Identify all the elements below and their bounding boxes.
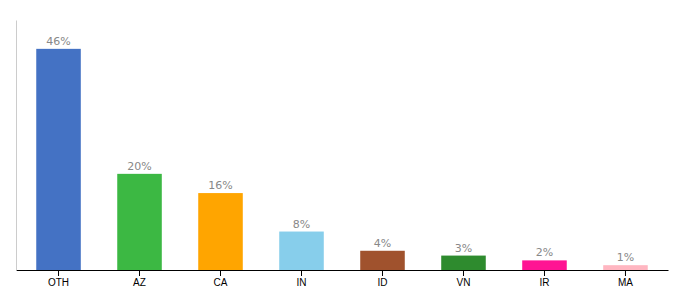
x-tick-mark — [382, 270, 383, 276]
bars — [36, 49, 648, 270]
data-label: 46% — [46, 35, 70, 48]
data-label: 1% — [617, 251, 634, 264]
x-tick-label: AZ — [133, 277, 146, 288]
bar — [522, 260, 567, 270]
x-tick: IR — [539, 270, 549, 288]
x-tick: ID — [377, 270, 387, 288]
x-tick-mark — [463, 270, 464, 276]
y-axis-line — [16, 21, 17, 271]
data-label: 16% — [208, 179, 232, 192]
data-label: 3% — [455, 242, 472, 255]
x-tick-mark — [544, 270, 545, 276]
bar — [117, 174, 162, 270]
x-tick-label: CA — [214, 277, 228, 288]
data-label: 20% — [127, 160, 151, 173]
x-tick: MA — [618, 270, 633, 288]
bar — [198, 193, 243, 270]
x-tick: VN — [457, 270, 471, 288]
data-label: 2% — [536, 246, 553, 259]
bar — [441, 256, 486, 270]
bar — [360, 251, 405, 270]
x-tick: CA — [214, 270, 228, 288]
x-tick-mark — [301, 270, 302, 276]
x-tick-mark — [625, 270, 626, 276]
bar — [279, 232, 324, 270]
x-tick-mark — [139, 270, 140, 276]
x-tick: IN — [297, 270, 307, 288]
x-tick: AZ — [133, 270, 146, 288]
data-label: 8% — [293, 218, 310, 231]
x-axis-line — [17, 270, 669, 271]
x-tick-label: IN — [297, 277, 307, 288]
x-tick-label: VN — [457, 277, 471, 288]
x-tick-mark — [58, 270, 59, 276]
data-label: 4% — [374, 237, 391, 250]
y-axis — [16, 21, 17, 271]
x-tick: OTH — [48, 270, 69, 288]
chart: OTH AZ CA IN ID VN IR MA 46% 20% 16% 8% 4% 3% 2% 1% — [0, 0, 680, 300]
x-tick-label: ID — [377, 277, 387, 288]
plot: OTH AZ CA IN ID VN IR MA 46% 20% 16% 8% 4% 3% 2% 1% — [17, 21, 669, 289]
x-tick-mark — [220, 270, 221, 276]
x-tick-label: MA — [618, 277, 633, 288]
x-tick-label: IR — [539, 277, 549, 288]
bar — [36, 49, 81, 270]
x-axis: OTH AZ CA IN ID VN IR MA — [17, 270, 669, 288]
bar — [603, 265, 648, 270]
x-tick-label: OTH — [48, 277, 69, 288]
data-labels: 46% 20% 16% 8% 4% 3% 2% 1% — [46, 35, 634, 264]
